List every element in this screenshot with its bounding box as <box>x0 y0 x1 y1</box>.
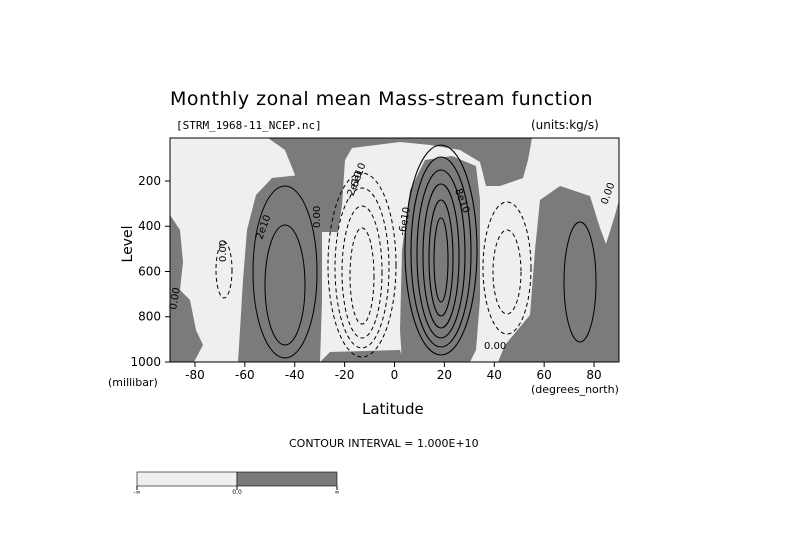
x-tick-label: 60 <box>537 368 552 382</box>
y-tick-label: 800 <box>138 310 161 324</box>
contour-interval: CONTOUR INTERVAL = 1.000E+10 <box>289 437 479 450</box>
x-axis-unit: (degrees_north) <box>531 383 619 396</box>
contour-positive-cell-3 <box>416 169 466 339</box>
x-tick-label: -60 <box>235 368 255 382</box>
contour-positive-cell-1 <box>404 144 478 356</box>
contour-southern-cell-1 <box>252 185 318 359</box>
contour-positive-cell-5 <box>428 199 454 317</box>
contour-label: -6e10 <box>397 206 413 236</box>
colorbar-positive <box>236 471 338 487</box>
field-positive-region-5 <box>498 186 619 362</box>
chart-title: Monthly zonal mean Mass-stream function <box>170 88 594 110</box>
field-positive-region-2 <box>400 156 480 362</box>
contour-positive-cell-2 <box>410 156 472 348</box>
colorbar-label: ∞ <box>335 489 340 496</box>
contour-southern-negative-1 <box>215 241 233 299</box>
x-axis-label: Latitude <box>362 400 424 418</box>
y-tick-label: 400 <box>138 219 161 233</box>
chart-subtitle-units: (units:kg/s) <box>531 118 599 132</box>
field-positive-region-6 <box>320 350 404 362</box>
contour-negative-cell-4 <box>349 227 375 325</box>
y-tick-label: 600 <box>138 264 161 278</box>
contour-label: 0.00 <box>312 206 323 228</box>
x-tick-label: -40 <box>285 368 305 382</box>
field-positive-region-4 <box>170 215 203 362</box>
y-axis-unit: (millibar) <box>108 376 158 389</box>
contour-negative-cell-3 <box>341 205 383 339</box>
contour-northern-negative-2 <box>492 229 522 315</box>
contour-northern-negative-1 <box>482 201 532 335</box>
contour-northern-positive-1 <box>563 221 597 343</box>
contour-negative-cell-2 <box>334 187 390 349</box>
y-axis-label: Level <box>120 225 136 263</box>
contour-label: 0.00 <box>218 240 229 262</box>
x-tick-label: 20 <box>437 368 452 382</box>
x-tick-label: 80 <box>586 368 601 382</box>
x-tick-label: 40 <box>487 368 502 382</box>
field-positive-region-1 <box>170 138 532 232</box>
contour-negative-cell-1 <box>327 172 397 358</box>
contour-southern-cell-2 <box>264 224 306 346</box>
y-tick-label: 200 <box>138 174 161 188</box>
colorbar-label: -∞ <box>133 489 140 496</box>
y-tick-label: 1000 <box>130 355 161 369</box>
contour-label: 0.00 <box>484 341 506 352</box>
chart-subtitle-file: [STRM_1968-11_NCEP.nc] <box>176 119 322 132</box>
contour-positive-cell-4 <box>422 183 460 329</box>
colorbar-negative <box>136 471 238 487</box>
contour-positive-cell-6 <box>433 217 449 303</box>
colorbar-label: 0.0 <box>232 489 242 496</box>
contour-label: 0.00 <box>168 287 183 311</box>
x-tick-label: -20 <box>335 368 355 382</box>
x-tick-label: -80 <box>185 368 205 382</box>
x-tick-label: 0 <box>391 368 399 382</box>
